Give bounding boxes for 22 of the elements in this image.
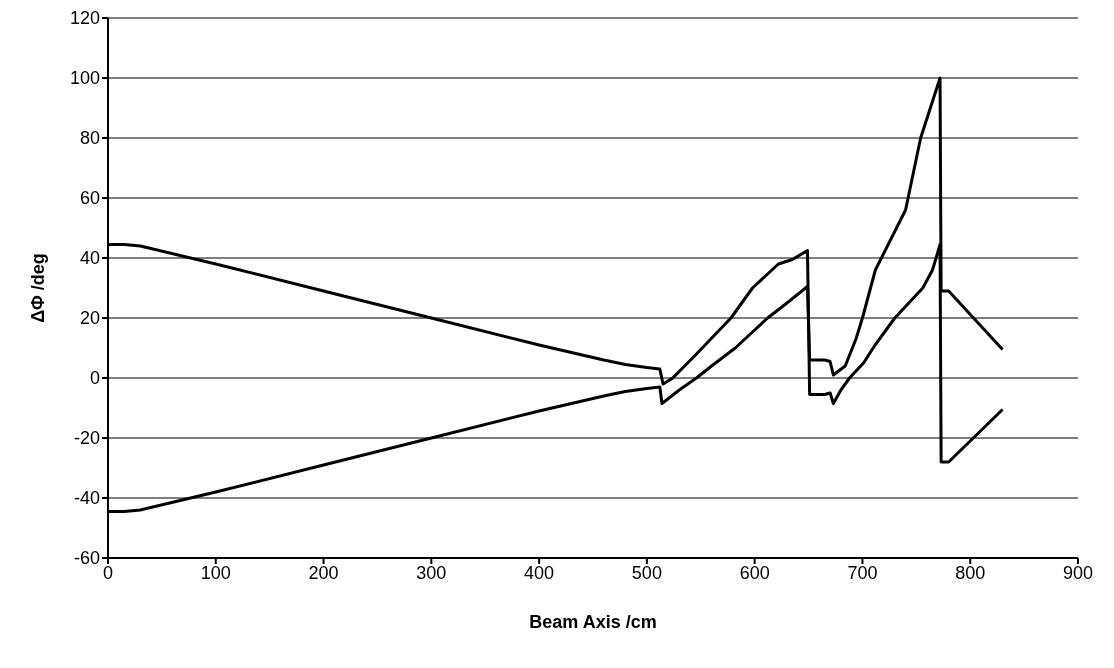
x-tick-label: 500 — [631, 562, 662, 583]
y-tick-label: 20 — [79, 308, 100, 329]
x-tick-label: 800 — [955, 562, 986, 583]
y-tick-label: -60 — [73, 548, 100, 569]
y-tick-label: 100 — [69, 68, 100, 89]
x-tick-label: 400 — [524, 562, 555, 583]
x-tick-label: 100 — [200, 562, 231, 583]
x-tick-label: 700 — [847, 562, 878, 583]
y-tick-label: 120 — [69, 8, 100, 29]
y-tick-label: 40 — [79, 248, 100, 269]
y-tick-label: -20 — [73, 428, 100, 449]
y-tick-label: -40 — [73, 488, 100, 509]
y-tick-label: 60 — [79, 188, 100, 209]
x-tick-label: 200 — [308, 562, 339, 583]
x-tick-label: 600 — [739, 562, 770, 583]
x-tick-label: 0 — [102, 562, 114, 583]
y-tick-label: 80 — [79, 128, 100, 149]
x-axis-title: Beam Axis /cm — [529, 612, 657, 632]
x-tick-label: 900 — [1062, 562, 1094, 583]
x-tick-label: 300 — [416, 562, 447, 583]
y-axis-title: ΔΦ /deg — [28, 253, 49, 323]
y-tick-label: 0 — [89, 368, 100, 389]
